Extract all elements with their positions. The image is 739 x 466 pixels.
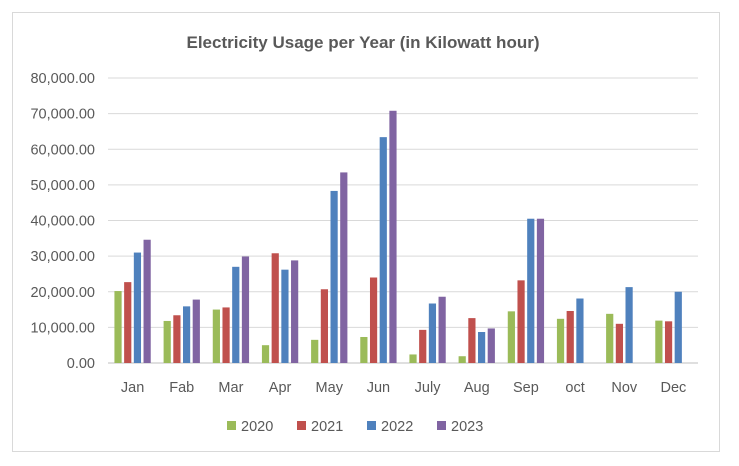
bar-2020-Apr bbox=[261, 345, 270, 363]
x-tick-label: July bbox=[415, 380, 442, 396]
bar-2022-Sep bbox=[527, 218, 535, 363]
bar-2021-July bbox=[419, 329, 427, 363]
bar-2022-Dec bbox=[674, 291, 682, 363]
bar-2020-Dec bbox=[655, 320, 663, 363]
bar-2023-Mar bbox=[241, 256, 250, 363]
x-tick-label: Mar bbox=[218, 380, 243, 396]
bar-2021-May bbox=[320, 289, 328, 363]
bar-2020-Jan bbox=[114, 291, 122, 363]
x-tick-label: oct bbox=[565, 380, 584, 396]
x-axis: Jan Fab Mar Apr May Jun July Aug Sep oct Nov Dec bbox=[121, 380, 686, 396]
x-tick-label: Jan bbox=[121, 380, 144, 396]
bar-2022-Mar bbox=[232, 266, 240, 363]
x-tick-label: Dec bbox=[661, 380, 687, 396]
legend-label: 2021 bbox=[311, 419, 343, 435]
y-tick-label: 70,000.00 bbox=[30, 107, 95, 123]
y-tick-label: 80,000.00 bbox=[30, 71, 95, 87]
bar-2020-July bbox=[409, 354, 417, 363]
legend-label: 2020 bbox=[241, 419, 273, 435]
y-tick-label: 60,000.00 bbox=[30, 142, 95, 158]
legend-label: 2022 bbox=[381, 419, 413, 435]
legend-swatch-2020 bbox=[227, 421, 236, 430]
bar-2020-Mar bbox=[212, 309, 220, 363]
bar-2020-Aug bbox=[458, 356, 466, 363]
y-tick-label: 10,000.00 bbox=[30, 320, 95, 336]
bar-2020-Jun bbox=[360, 336, 368, 363]
bar-2021-Mar bbox=[222, 307, 230, 363]
bar-2023-Jun bbox=[389, 110, 397, 363]
y-tick-label: 30,000.00 bbox=[30, 249, 95, 265]
bar-2022-Nov bbox=[625, 287, 633, 363]
x-tick-label: May bbox=[316, 380, 344, 396]
legend-swatch-2021 bbox=[297, 421, 306, 430]
y-tick-label: 50,000.00 bbox=[30, 178, 95, 194]
bar-2023-Apr bbox=[291, 260, 299, 363]
bar-2021-Fab bbox=[173, 315, 181, 363]
x-tick-label: Apr bbox=[269, 380, 292, 396]
bar-2023-Fab bbox=[192, 299, 200, 363]
bar-2021-Aug bbox=[468, 318, 476, 363]
bar-2023-July bbox=[438, 296, 446, 363]
bar-2022-oct bbox=[576, 298, 584, 363]
bar-2021-Apr bbox=[271, 253, 279, 363]
bar-2021-oct bbox=[566, 310, 574, 363]
x-tick-label: Jun bbox=[367, 380, 390, 396]
legend-label: 2023 bbox=[451, 419, 483, 435]
y-tick-label: 0.00 bbox=[67, 356, 95, 372]
y-tick-label: 20,000.00 bbox=[30, 285, 95, 301]
bar-2021-Sep bbox=[517, 280, 525, 363]
bars bbox=[114, 110, 682, 363]
legend: 2020 2021 2022 2023 bbox=[227, 419, 483, 435]
chart-title: Electricity Usage per Year (in Kilowatt … bbox=[186, 33, 539, 52]
x-tick-label: Fab bbox=[169, 380, 194, 396]
y-tick-label: 40,000.00 bbox=[30, 214, 95, 230]
legend-swatch-2023 bbox=[437, 421, 446, 430]
bar-2023-Sep bbox=[536, 218, 545, 363]
bar-2021-Jun bbox=[369, 277, 378, 363]
bar-2020-Fab bbox=[163, 320, 171, 363]
bar-2022-Jun bbox=[379, 137, 387, 363]
x-tick-label: Sep bbox=[513, 380, 539, 396]
bar-2022-July bbox=[428, 303, 437, 363]
bar-2022-Aug bbox=[478, 332, 486, 363]
grid-lines bbox=[108, 77, 698, 364]
bar-2021-Nov bbox=[615, 323, 623, 363]
chart-frame bbox=[12, 12, 720, 452]
x-tick-label: Aug bbox=[464, 380, 490, 396]
bar-2020-oct bbox=[556, 318, 565, 363]
bar-2022-May bbox=[330, 190, 338, 363]
bar-2021-Jan bbox=[124, 282, 132, 363]
bar-2022-Jan bbox=[133, 252, 142, 363]
bar-2023-Aug bbox=[487, 328, 495, 363]
bar-2020-Nov bbox=[606, 313, 614, 363]
bar-2020-Sep bbox=[507, 311, 515, 363]
bar-2022-Apr bbox=[281, 269, 289, 363]
bar-2021-Dec bbox=[664, 321, 673, 363]
legend-swatch-2022 bbox=[367, 421, 376, 430]
y-axis: 0.00 10,000.00 20,000.00 30,000.00 40,000.00… bbox=[30, 71, 95, 372]
bar-2020-May bbox=[311, 339, 319, 363]
bar-2023-Jan bbox=[143, 239, 151, 363]
bar-2023-May bbox=[340, 172, 348, 363]
x-tick-label: Nov bbox=[611, 380, 638, 396]
bar-2022-Fab bbox=[183, 306, 191, 363]
